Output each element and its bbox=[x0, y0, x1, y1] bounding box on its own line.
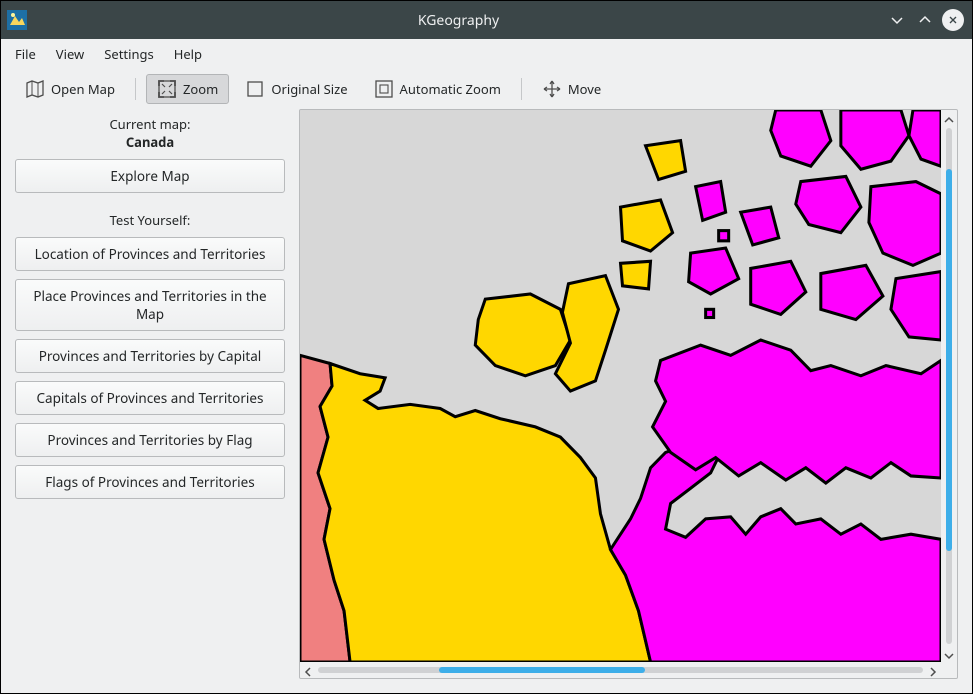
scroll-right-icon[interactable] bbox=[927, 664, 939, 676]
menu-settings[interactable]: Settings bbox=[104, 45, 153, 63]
toolbar-separator bbox=[135, 78, 136, 100]
close-button[interactable] bbox=[942, 9, 964, 31]
scroll-up-icon[interactable] bbox=[943, 112, 955, 124]
current-map-name: Canada bbox=[15, 133, 285, 151]
map-area bbox=[299, 109, 972, 693]
app-icon bbox=[7, 10, 27, 30]
horizontal-scrollbar[interactable] bbox=[300, 662, 957, 678]
scroll-left-icon[interactable] bbox=[302, 664, 314, 676]
test-yourself-label: Test Yourself: bbox=[15, 211, 285, 229]
quiz-by-capital-button[interactable]: Provinces and Territories by Capital bbox=[15, 339, 285, 373]
sidebar: Current map: Canada Explore Map Test You… bbox=[1, 109, 299, 693]
zoom-icon bbox=[157, 79, 177, 99]
region-nwt-island-4 bbox=[621, 261, 651, 289]
menu-file[interactable]: File bbox=[15, 45, 36, 63]
menu-help[interactable]: Help bbox=[174, 45, 202, 63]
move-icon bbox=[542, 79, 562, 99]
original-size-button[interactable]: Original Size bbox=[235, 75, 357, 103]
original-size-label: Original Size bbox=[271, 80, 347, 98]
quiz-flags-button[interactable]: Flags of Provinces and Territories bbox=[15, 465, 285, 499]
quiz-by-flag-button[interactable]: Provinces and Territories by Flag bbox=[15, 423, 285, 457]
toolbar-separator bbox=[521, 78, 522, 100]
open-map-button[interactable]: Open Map bbox=[15, 75, 125, 103]
maximize-button[interactable] bbox=[914, 9, 936, 31]
vscroll-thumb[interactable] bbox=[946, 169, 952, 551]
quiz-place-button[interactable]: Place Provinces and Territories in the M… bbox=[15, 279, 285, 331]
window-title: KGeography bbox=[37, 11, 880, 30]
hscroll-thumb[interactable] bbox=[439, 667, 645, 673]
titlebar: KGeography bbox=[1, 1, 972, 39]
move-button[interactable]: Move bbox=[532, 75, 611, 103]
move-label: Move bbox=[568, 80, 601, 98]
vertical-scrollbar[interactable] bbox=[941, 110, 957, 662]
automatic-zoom-label: Automatic Zoom bbox=[400, 80, 501, 98]
scroll-corner bbox=[939, 662, 955, 678]
region-nunavut-island-7 bbox=[696, 182, 726, 221]
region-nunavut-island-tiny-2 bbox=[706, 309, 714, 317]
hscroll-track[interactable] bbox=[318, 667, 923, 673]
map-canvas[interactable] bbox=[300, 110, 941, 662]
menu-view[interactable]: View bbox=[56, 45, 84, 63]
map-frame bbox=[299, 109, 958, 679]
original-size-icon bbox=[245, 79, 265, 99]
map-viewport bbox=[300, 110, 957, 662]
explore-map-button[interactable]: Explore Map bbox=[15, 159, 285, 193]
automatic-zoom-icon bbox=[374, 79, 394, 99]
vscroll-track[interactable] bbox=[946, 128, 952, 644]
content: Current map: Canada Explore Map Test You… bbox=[1, 109, 972, 693]
quiz-location-button[interactable]: Location of Provinces and Territories bbox=[15, 237, 285, 271]
region-nunavut-island-tiny-1 bbox=[719, 231, 729, 241]
scroll-down-icon[interactable] bbox=[943, 648, 955, 660]
toolbar: Open Map Zoom Original Size Automatic Zo… bbox=[1, 69, 972, 109]
zoom-button[interactable]: Zoom bbox=[146, 74, 229, 104]
open-map-label: Open Map bbox=[51, 80, 115, 98]
automatic-zoom-button[interactable]: Automatic Zoom bbox=[364, 75, 511, 103]
minimize-button[interactable] bbox=[886, 9, 908, 31]
open-map-icon bbox=[25, 79, 45, 99]
zoom-label: Zoom bbox=[183, 80, 218, 98]
current-map-label: Current map: bbox=[15, 115, 285, 133]
menubar: File View Settings Help bbox=[1, 39, 972, 69]
quiz-capitals-button[interactable]: Capitals of Provinces and Territories bbox=[15, 381, 285, 415]
